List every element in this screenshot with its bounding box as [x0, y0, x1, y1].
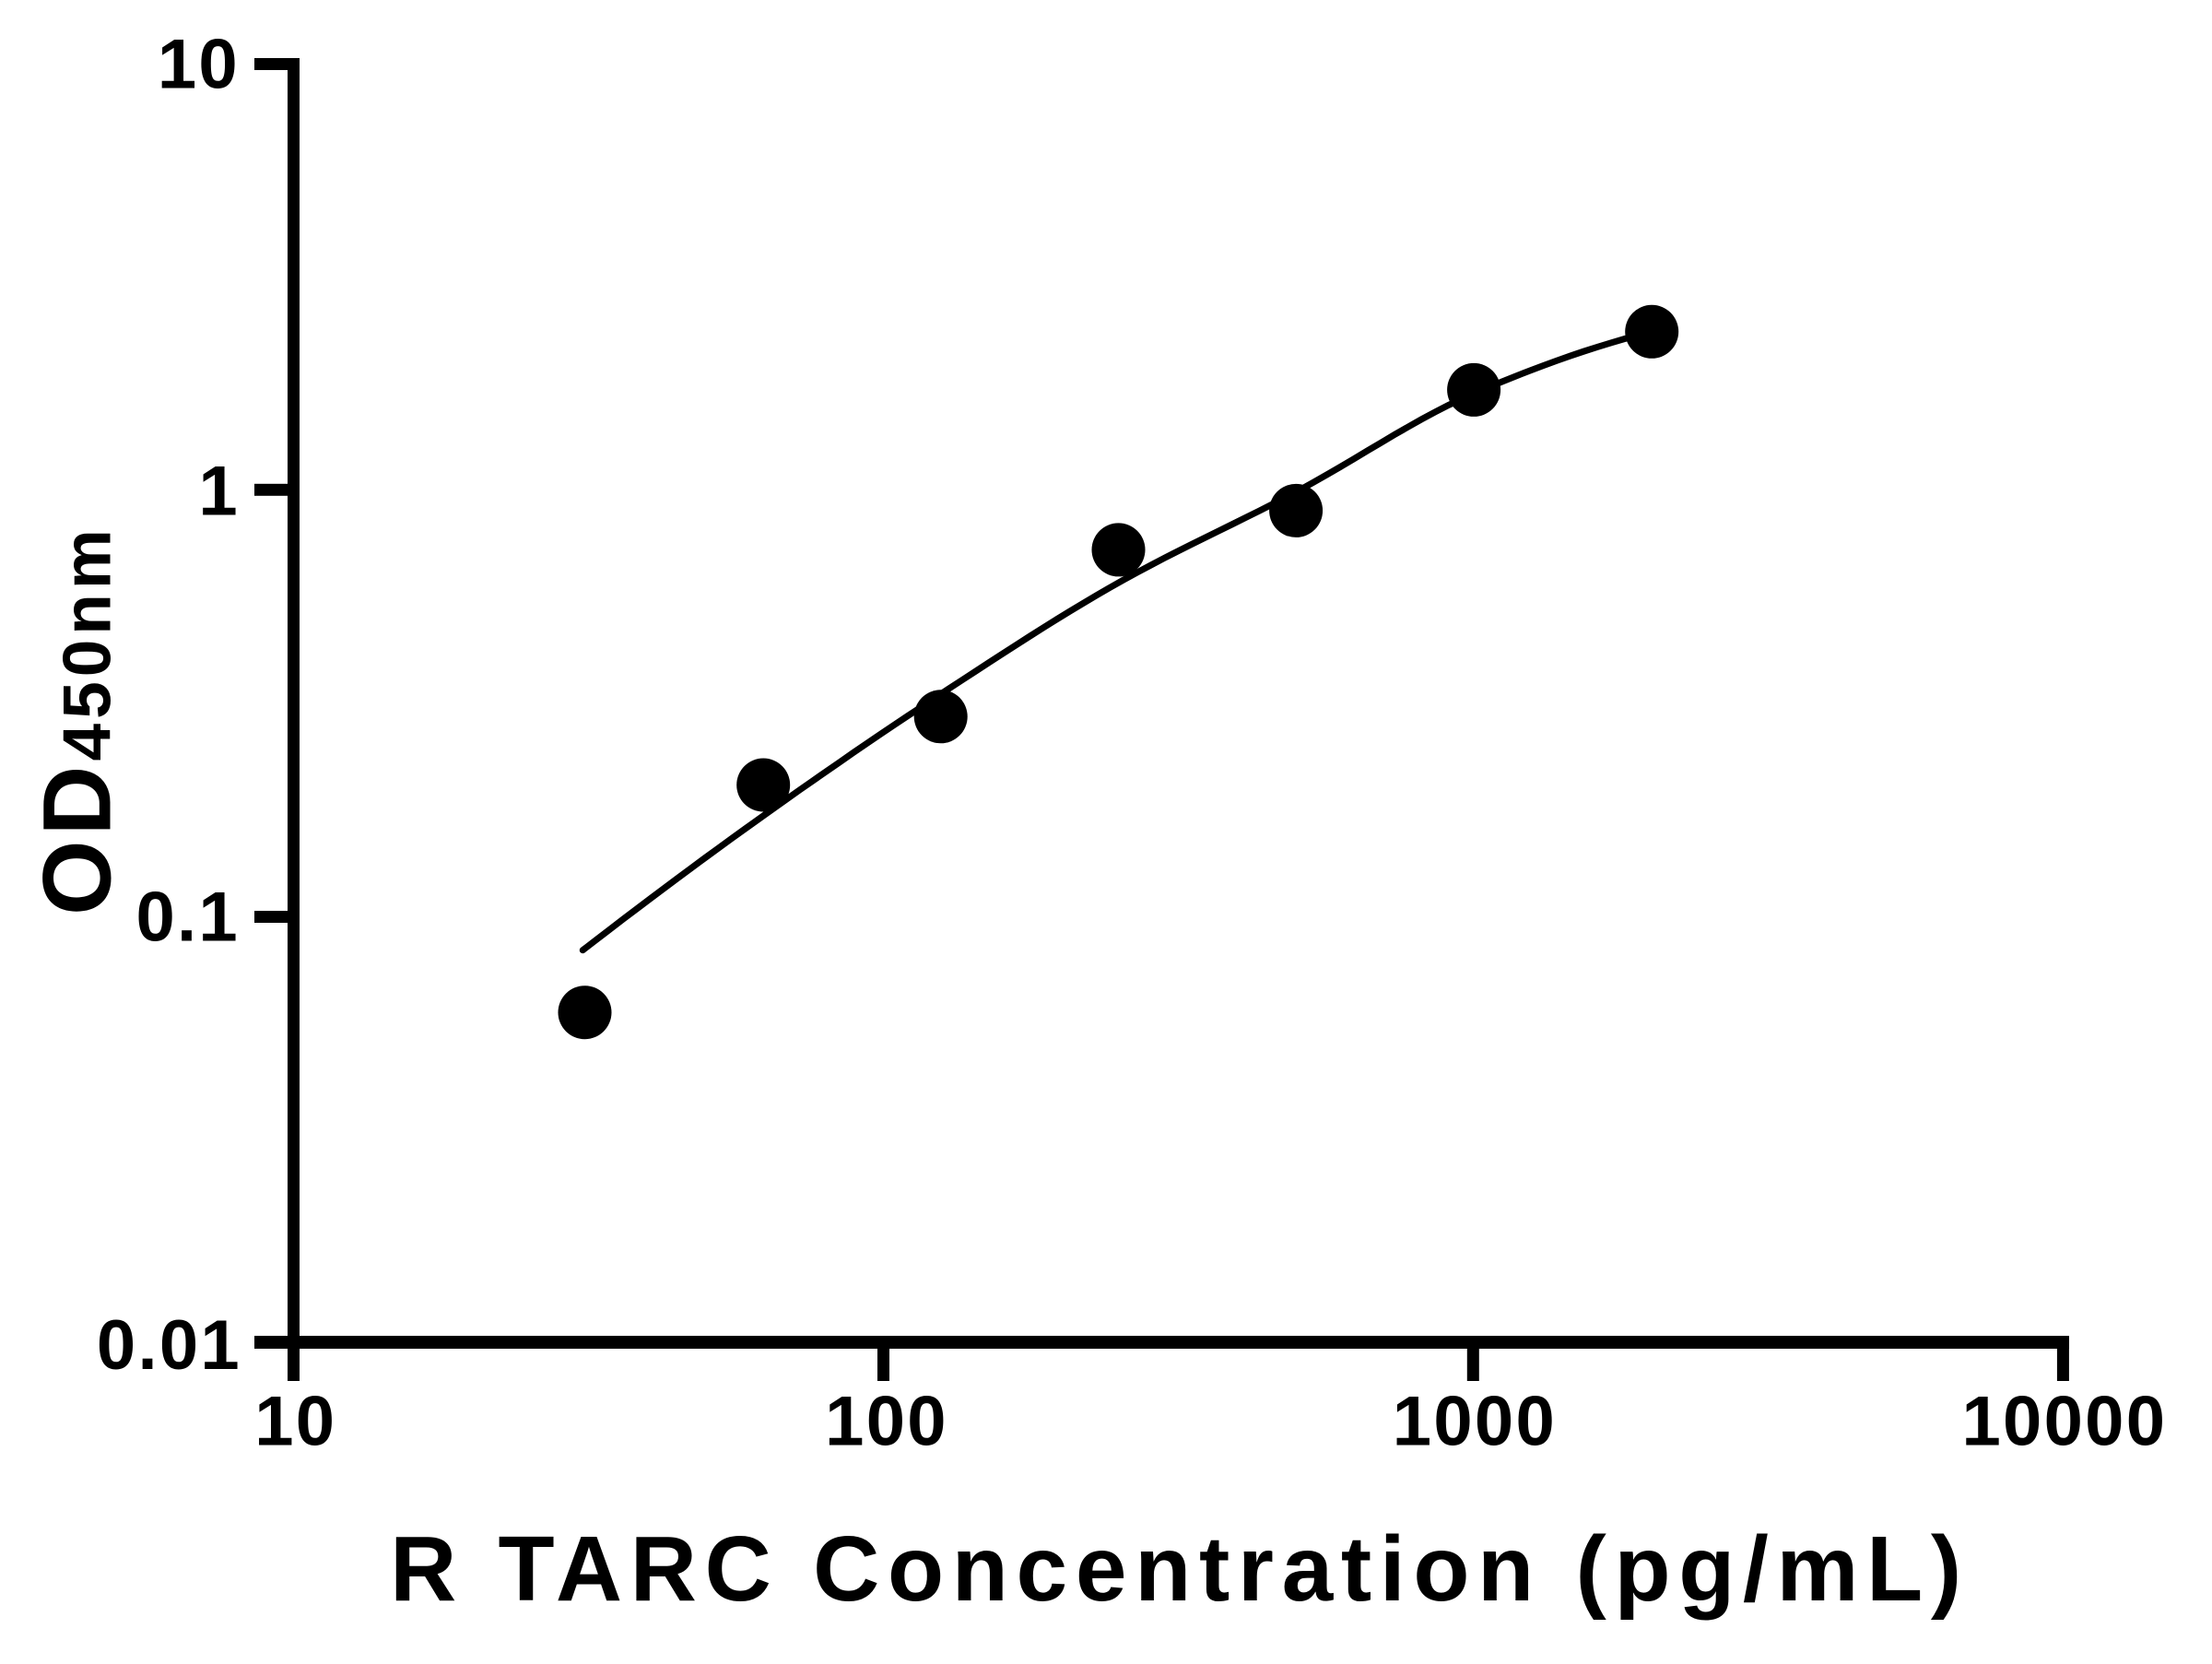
- svg-text:10: 10: [158, 26, 240, 104]
- svg-text:10000: 10000: [1961, 1383, 2167, 1461]
- svg-text:10: 10: [254, 1383, 336, 1461]
- svg-text:0.01: 0.01: [97, 1306, 241, 1385]
- svg-text:R TARC Concentration (pg/mL): R TARC Concentration (pg/mL): [390, 1517, 1970, 1621]
- svg-text:1000: 1000: [1393, 1383, 1557, 1461]
- svg-text:100: 100: [825, 1383, 948, 1461]
- svg-text:1: 1: [198, 453, 240, 531]
- svg-text:0.1: 0.1: [135, 879, 240, 957]
